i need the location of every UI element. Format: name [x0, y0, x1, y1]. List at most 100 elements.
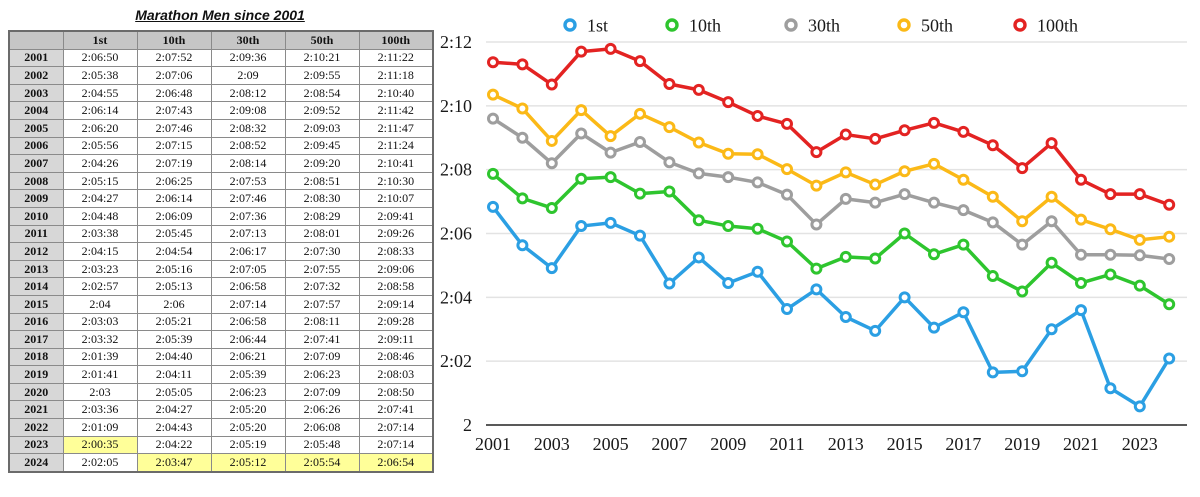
- data-point-10th: [516, 192, 529, 205]
- data-point-30th: [751, 176, 764, 189]
- y-tick-label: 2:02: [440, 351, 472, 371]
- data-point-10th: [604, 171, 617, 184]
- time-cell: 2:11:18: [358, 66, 434, 85]
- time-cell: 2:02:57: [62, 277, 138, 296]
- data-point-10th: [957, 238, 970, 251]
- data-point-50th: [604, 130, 617, 143]
- time-cell: 2:05:13: [136, 277, 212, 296]
- table-row: 2001 2:06:50 2:07:52 2:09:36 2:10:21 2:11:22: [8, 48, 434, 68]
- data-point-1st: [604, 216, 617, 229]
- data-point-30th: [516, 131, 529, 144]
- data-point-30th: [1045, 215, 1058, 228]
- time-cell: 2:06:17: [210, 242, 286, 261]
- time-cell: 2:07:14: [210, 294, 286, 314]
- table-row: 2013 2:03:23 2:05:16 2:07:05 2:07:55 2:09:06: [8, 259, 434, 279]
- time-cell: 2:06:23: [284, 365, 360, 384]
- marathon-table-section: Marathon Men since 2001 1st 10th 30th 50th 1…: [8, 5, 434, 473]
- data-point-10th: [1045, 256, 1058, 269]
- time-cell: 2:10:07: [358, 189, 434, 208]
- data-point-10th: [928, 248, 940, 261]
- data-point-30th: [1104, 248, 1117, 261]
- time-cell: 2:09:11: [358, 330, 434, 349]
- time-cell: 2:05:15: [62, 171, 138, 191]
- time-cell: 2:07:14: [358, 418, 434, 437]
- data-point-100th: [928, 116, 940, 129]
- data-point-100th: [839, 128, 852, 141]
- table-row: 2023 2:00:35 2:04:22 2:05:19 2:05:48 2:07:14: [8, 435, 434, 455]
- time-cell: 2:07:19: [136, 154, 212, 173]
- x-tick-label: 2023: [1122, 434, 1158, 454]
- row-header-year: 2008: [8, 171, 64, 191]
- time-cell: 2:08:30: [284, 189, 360, 208]
- time-cell: 2:08:54: [284, 83, 360, 103]
- time-cell: 2:04:43: [136, 418, 212, 437]
- time-cell: 2:11:24: [358, 136, 434, 156]
- data-point-50th: [575, 104, 588, 117]
- time-cell: 2:06:58: [210, 312, 286, 332]
- time-cell: 2:07:05: [210, 259, 286, 279]
- data-point-10th: [1163, 298, 1176, 311]
- data-point-100th: [1045, 137, 1058, 150]
- row-header-year: 2023: [8, 435, 64, 455]
- data-point-30th: [898, 188, 911, 201]
- time-cell: 2:10:41: [358, 154, 434, 173]
- data-point-1st: [722, 276, 735, 289]
- time-cell: 2:06:58: [210, 277, 286, 296]
- table-row: 2011 2:03:38 2:05:45 2:07:13 2:08:01 2:09:26: [8, 224, 434, 244]
- time-cell: 2:09:06: [358, 259, 434, 279]
- column-header-50th: 50th: [284, 30, 360, 50]
- data-point-50th: [898, 165, 911, 178]
- data-point-100th: [869, 132, 882, 145]
- data-point-1st: [1104, 382, 1117, 395]
- data-point-50th: [1163, 230, 1176, 243]
- time-cell: 2:07:36: [210, 206, 286, 226]
- data-point-50th: [1104, 223, 1117, 236]
- time-cell: 2:03: [62, 382, 138, 402]
- table-body: 2001 2:06:50 2:07:52 2:09:36 2:10:21 2:11:22 2…: [8, 48, 434, 473]
- time-cell: 2:06:23: [210, 382, 286, 402]
- x-tick-label: 2019: [1004, 434, 1040, 454]
- data-point-10th: [869, 252, 882, 265]
- data-point-10th: [810, 262, 823, 275]
- time-cell: 2:08:01: [284, 224, 360, 244]
- data-point-30th: [839, 192, 852, 205]
- x-tick-label: 2015: [887, 434, 923, 454]
- series-line-1st: [491, 205, 1171, 409]
- chart-section: 2:12 2:10 2:08 2:06 2:04 2:02 2 2001 2003 2005 200…: [440, 0, 1200, 497]
- time-cell: 2:05:19: [210, 435, 286, 455]
- data-point-50th: [928, 157, 940, 170]
- legend-label-10th: 10th: [689, 16, 721, 36]
- data-point-50th: [692, 136, 705, 149]
- time-cell: 2:09:26: [358, 224, 434, 244]
- data-point-50th: [1045, 190, 1058, 203]
- time-cell: 2:05:39: [136, 330, 212, 349]
- data-point-1st: [751, 265, 764, 278]
- data-point-1st: [1075, 304, 1087, 317]
- time-cell: 2:08:11: [284, 312, 360, 332]
- time-cell: 2:04:15: [62, 242, 138, 261]
- time-cell: 2:07:57: [284, 294, 360, 314]
- time-cell: 2:09:45: [284, 136, 360, 156]
- data-point-1st: [898, 291, 911, 304]
- x-tick-label: 2021: [1063, 434, 1099, 454]
- data-point-1st: [1016, 365, 1029, 378]
- row-header-year: 2016: [8, 312, 64, 332]
- data-point-100th: [1016, 162, 1029, 175]
- time-cell: 2:08:14: [210, 154, 286, 173]
- data-table: 1st 10th 30th 50th 100th 2001 2:06:50 2:07:52 2…: [8, 30, 434, 473]
- table-row: 2016 2:03:03 2:05:21 2:06:58 2:08:11 2:09:28: [8, 312, 434, 332]
- data-point-30th: [869, 196, 882, 209]
- data-point-100th: [604, 42, 617, 55]
- data-point-100th: [1075, 173, 1087, 186]
- legend-item-1st: 1st: [563, 16, 608, 36]
- data-point-1st: [928, 321, 940, 334]
- time-cell: 2:08:46: [358, 347, 434, 367]
- data-point-100th: [692, 83, 705, 96]
- time-cell: 2:07:09: [284, 382, 360, 402]
- time-cell: 2:01:39: [62, 347, 138, 367]
- row-header-year: 2001: [8, 48, 64, 68]
- data-point-100th: [487, 56, 499, 69]
- data-point-100th: [751, 109, 764, 122]
- data-point-50th: [487, 88, 499, 101]
- data-point-30th: [487, 112, 499, 125]
